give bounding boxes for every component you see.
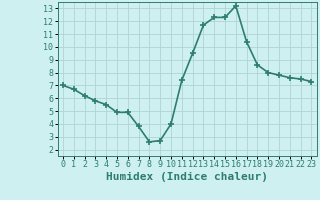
X-axis label: Humidex (Indice chaleur): Humidex (Indice chaleur) — [106, 172, 268, 182]
